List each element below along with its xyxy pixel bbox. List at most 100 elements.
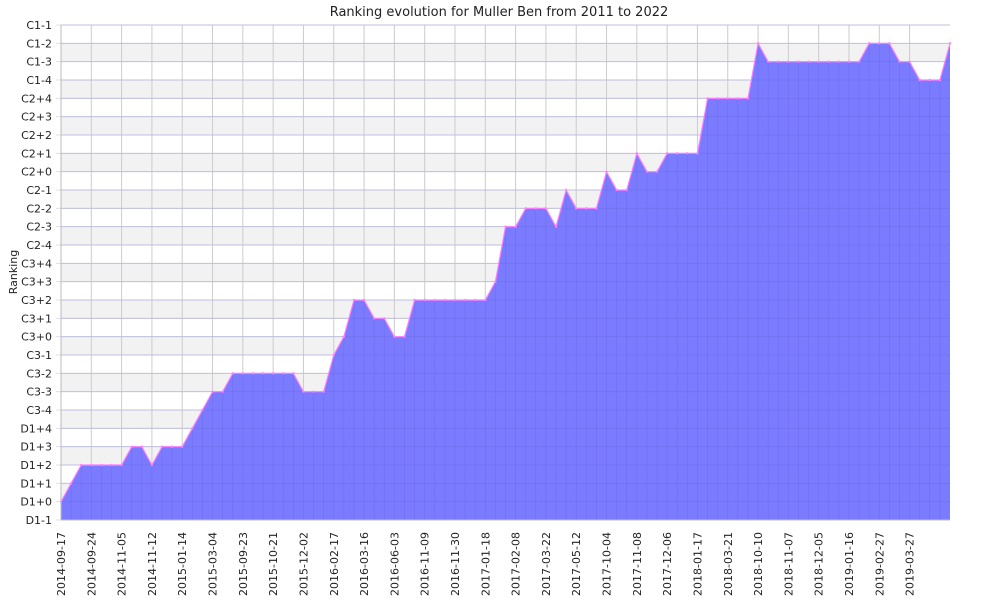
data-point bbox=[847, 60, 851, 63]
y-tick-label: C3+3 bbox=[21, 276, 52, 289]
data-point bbox=[494, 280, 497, 283]
data-point bbox=[261, 372, 265, 375]
data-point bbox=[827, 60, 830, 63]
y-tick-label: C1-4 bbox=[26, 74, 52, 87]
data-point bbox=[403, 335, 406, 338]
data-point bbox=[504, 225, 507, 228]
data-point bbox=[544, 207, 548, 210]
y-tick-label: C2-1 bbox=[26, 184, 52, 197]
x-tick-label: 2017-12-06 bbox=[661, 532, 674, 596]
x-tick-label: 2018-01-17 bbox=[691, 532, 704, 596]
data-point bbox=[221, 390, 224, 393]
x-tick-label: 2014-09-17 bbox=[55, 532, 68, 596]
data-point bbox=[645, 170, 649, 173]
data-point bbox=[817, 60, 820, 63]
data-point bbox=[867, 42, 871, 45]
x-tick-label: 2017-01-18 bbox=[479, 532, 492, 596]
x-tick-labels: 2014-09-17 2014-09-24 2014-11-05 2014-11-12… bbox=[55, 532, 917, 596]
data-point bbox=[514, 225, 517, 228]
data-point bbox=[191, 427, 194, 430]
data-point bbox=[241, 372, 245, 375]
y-tick-label: C2+0 bbox=[21, 166, 52, 179]
data-point bbox=[857, 60, 861, 63]
data-point bbox=[564, 188, 568, 192]
x-tick-label: 2015-09-23 bbox=[237, 532, 250, 596]
data-point bbox=[352, 298, 356, 302]
y-tick-label: C3+1 bbox=[21, 312, 52, 325]
data-point bbox=[696, 152, 699, 155]
data-point bbox=[292, 372, 295, 375]
data-point bbox=[413, 298, 416, 302]
data-point bbox=[211, 390, 214, 393]
y-tick-label: C2-3 bbox=[26, 221, 52, 234]
x-tick-label: 2018-03-21 bbox=[722, 532, 735, 596]
data-point bbox=[484, 298, 487, 302]
y-tick-label: C2+3 bbox=[21, 111, 52, 124]
data-point bbox=[726, 97, 729, 100]
data-point bbox=[655, 170, 659, 173]
data-point bbox=[585, 207, 588, 210]
background-band bbox=[61, 43, 950, 62]
data-point bbox=[463, 298, 467, 302]
data-point bbox=[665, 152, 669, 155]
data-point bbox=[443, 298, 447, 302]
data-point bbox=[898, 60, 901, 63]
data-point bbox=[383, 317, 386, 320]
y-tick-label: C2+1 bbox=[21, 147, 52, 160]
y-tick-label: C3-1 bbox=[26, 349, 52, 362]
x-tick-label: 2019-02-27 bbox=[873, 532, 886, 596]
data-point bbox=[322, 390, 325, 393]
x-tick-label: 2016-02-17 bbox=[328, 532, 341, 596]
data-point bbox=[69, 482, 73, 485]
data-point bbox=[110, 463, 113, 467]
data-point bbox=[140, 445, 144, 448]
data-point bbox=[524, 207, 527, 210]
data-point bbox=[201, 408, 204, 412]
y-tick-label: C2+2 bbox=[21, 129, 52, 142]
y-tick-label: D1+3 bbox=[20, 441, 52, 454]
y-tick-label: C3-4 bbox=[26, 404, 52, 417]
data-point bbox=[605, 170, 608, 173]
data-point bbox=[615, 188, 618, 192]
chart-title: Ranking evolution for Muller Ben from 20… bbox=[330, 5, 669, 20]
data-point bbox=[787, 60, 790, 63]
data-point bbox=[797, 60, 800, 63]
x-tick-label: 2014-09-24 bbox=[85, 532, 98, 596]
data-point bbox=[120, 463, 123, 467]
x-tick-label: 2016-06-03 bbox=[388, 532, 401, 596]
x-tick-label: 2017-02-08 bbox=[510, 532, 523, 596]
x-tick-label: 2019-01-16 bbox=[843, 532, 856, 596]
data-point bbox=[282, 372, 285, 375]
x-tick-label: 2017-03-22 bbox=[540, 532, 553, 596]
data-point bbox=[736, 97, 740, 100]
data-point bbox=[706, 97, 709, 100]
x-tick-label: 2016-03-16 bbox=[358, 532, 371, 596]
data-point bbox=[393, 335, 396, 338]
data-point bbox=[423, 298, 426, 302]
y-axis-label: Ranking bbox=[7, 250, 20, 295]
y-tick-label: D1+1 bbox=[20, 477, 52, 490]
y-tick-label: C1-2 bbox=[26, 37, 52, 50]
x-tick-label: 2018-10-10 bbox=[752, 532, 765, 596]
data-point bbox=[534, 207, 538, 210]
data-point bbox=[676, 152, 679, 155]
data-point bbox=[918, 78, 921, 82]
data-point bbox=[575, 207, 578, 210]
x-tick-label: 2019-03-27 bbox=[904, 532, 917, 596]
data-point bbox=[80, 463, 83, 467]
data-point bbox=[595, 207, 598, 210]
data-point bbox=[716, 97, 719, 100]
y-tick-label: C1-3 bbox=[26, 56, 52, 69]
data-point bbox=[686, 152, 689, 155]
data-point bbox=[635, 152, 639, 155]
x-tick-label: 2018-11-07 bbox=[782, 532, 795, 596]
data-point bbox=[130, 445, 133, 448]
x-tick-label: 2015-01-14 bbox=[176, 532, 189, 596]
y-tick-label: C3+4 bbox=[21, 257, 52, 270]
data-point bbox=[878, 42, 881, 45]
y-tick-label: C2+4 bbox=[21, 92, 52, 105]
data-point bbox=[928, 78, 931, 82]
data-point bbox=[453, 298, 457, 302]
y-tick-label: C3-2 bbox=[26, 367, 52, 380]
y-tick-label: D1+0 bbox=[20, 496, 52, 509]
